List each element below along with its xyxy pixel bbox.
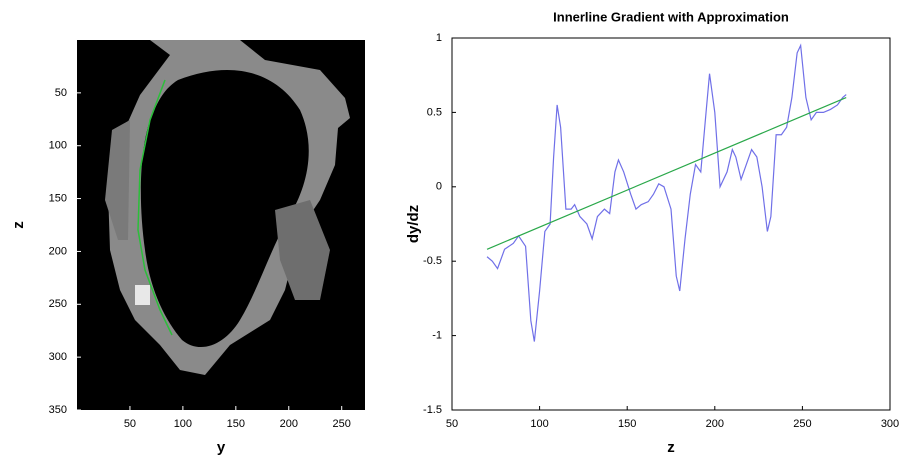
- x-tick-label: 100: [530, 418, 548, 430]
- y-tick-label: 0.5: [427, 106, 442, 118]
- series-line: [486, 43, 847, 342]
- y-tick-label: 300: [49, 351, 67, 363]
- x-axis-label: z: [667, 439, 675, 456]
- plot-frame: [451, 37, 891, 411]
- x-tick-label: 50: [446, 418, 458, 430]
- y-tick-label: 50: [55, 87, 67, 99]
- y-tick-label: 350: [49, 404, 67, 416]
- x-tick-label: 200: [706, 418, 724, 430]
- y-tick-label: -1: [432, 330, 442, 342]
- y-tick-label: 150: [49, 192, 67, 204]
- x-tick-label: 200: [280, 418, 298, 430]
- x-tick-label: 100: [174, 418, 192, 430]
- x-tick-label: 150: [618, 418, 636, 430]
- y-tick-label: 100: [49, 140, 67, 152]
- y-tick-label: 250: [49, 298, 67, 310]
- y-tick-label: 0: [436, 181, 442, 193]
- y-axis-label: dy/dz: [405, 205, 422, 243]
- x-tick-label: 250: [793, 418, 811, 430]
- chart-title: Innerline Gradient with Approximation: [553, 9, 789, 24]
- x-tick-label: 250: [333, 418, 351, 430]
- y-tick-label: 1: [436, 32, 442, 44]
- y-tick-label: -0.5: [423, 255, 442, 267]
- y-axis-label: z: [10, 221, 27, 229]
- ct-image: [77, 40, 365, 410]
- x-tick-label: 150: [227, 418, 245, 430]
- x-tick-label: 300: [881, 418, 899, 430]
- y-tick-label: -1.5: [423, 404, 442, 416]
- x-tick-label: 50: [124, 418, 136, 430]
- y-tick-label: 200: [49, 245, 67, 257]
- x-axis-label: y: [217, 439, 226, 456]
- series-line: [486, 96, 847, 250]
